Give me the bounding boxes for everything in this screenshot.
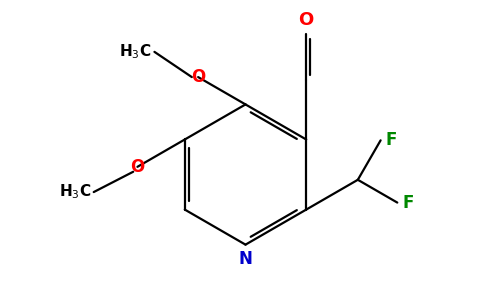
Text: O: O [130,158,145,176]
Text: O: O [191,68,205,86]
Text: H$_3$C: H$_3$C [59,183,91,201]
Text: F: F [402,194,413,211]
Text: O: O [299,11,314,29]
Text: H$_3$C: H$_3$C [119,43,151,61]
Text: F: F [386,131,397,149]
Text: N: N [239,250,253,268]
